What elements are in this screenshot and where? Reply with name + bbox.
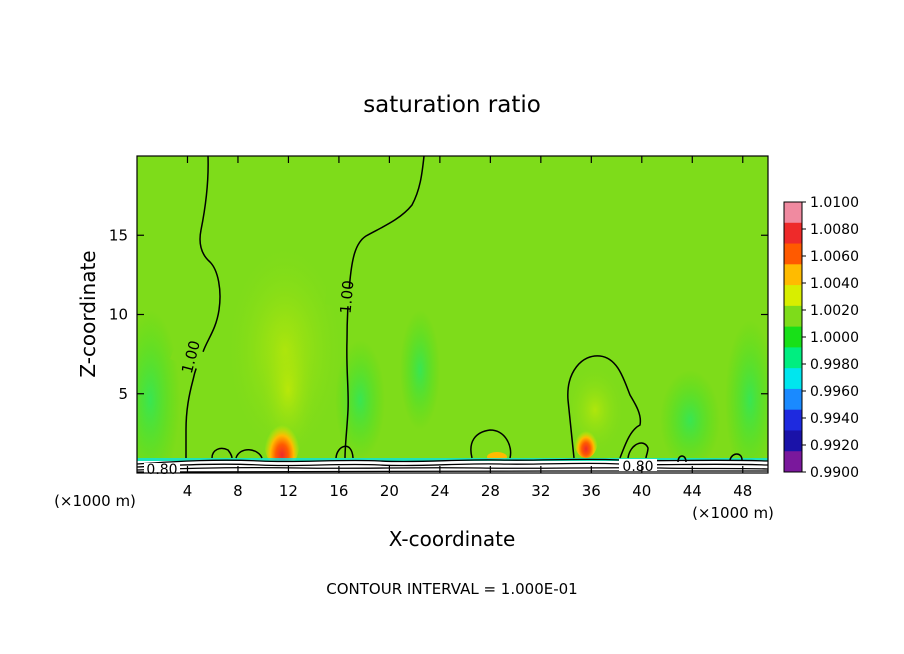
x-unit-left: (×1000 m)	[54, 492, 136, 510]
contour-labels: 1.00 1.00 0.80 0.80	[144, 280, 657, 478]
x-tick-label: 20	[380, 482, 399, 500]
contour-surface-4	[137, 470, 768, 473]
dry-patch-20km	[335, 340, 385, 460]
colorbar-swatch	[784, 285, 802, 307]
colorbar-swatch	[784, 430, 802, 452]
colorbar-swatch	[784, 222, 802, 245]
y-tick-label: 5	[118, 385, 128, 403]
x-tick-label: 12	[279, 482, 298, 500]
dry-patch-left	[137, 310, 180, 473]
x-axis-title: X-coordinate	[389, 527, 516, 551]
colorbar-swatch	[784, 243, 802, 265]
contour-label: 0.80	[146, 462, 177, 478]
contour-1.00-blob-36	[567, 355, 642, 459]
contour-surface-3	[137, 466, 768, 471]
dry-patch-28km	[400, 310, 440, 430]
x-tick-label: 16	[329, 482, 348, 500]
colorbar-swatch	[784, 264, 802, 286]
y-tick-label: 10	[109, 306, 128, 324]
contour-1.00-small-d	[627, 442, 649, 459]
x-tick-label: 28	[481, 482, 500, 500]
colorbar-label: 0.9940	[810, 411, 859, 427]
colorbar-swatch	[784, 451, 802, 473]
colorbar-label: 1.0080	[810, 222, 859, 238]
x-tick-label: 44	[683, 482, 702, 500]
contour-label: 0.80	[622, 459, 653, 475]
colorbar-swatch	[784, 388, 802, 411]
x-tick-label: 36	[582, 482, 601, 500]
colorbar-label: 1.0060	[810, 249, 859, 265]
colorbar-label: 0.9900	[810, 465, 859, 481]
contour-interval-note: CONTOUR INTERVAL = 1.000E-01	[326, 580, 577, 598]
colorbar-swatch	[784, 326, 802, 348]
x-tick-label: 24	[430, 482, 449, 500]
contour-label: 1.00	[337, 280, 358, 315]
contour-1.00-left	[185, 156, 221, 458]
x-axis-ticks: 4 8 12 16 20 24 28 32 36 40 44 48	[183, 156, 752, 500]
colorbar-swatch	[784, 368, 802, 390]
colorbar-label: 1.0040	[810, 276, 859, 292]
dry-patch-48km	[725, 320, 768, 473]
colorbar-label: 1.0020	[810, 303, 859, 319]
x-unit-right: (×1000 m)	[692, 504, 774, 522]
colorbar-swatch	[784, 347, 802, 369]
dry-patch-44km	[660, 370, 720, 470]
colorbar-label: 0.9960	[810, 384, 859, 400]
y-axis-ticks: 5 10 15	[109, 226, 768, 403]
colorbar-label: 1.0100	[810, 195, 859, 211]
colorbar-swatch	[784, 409, 802, 431]
contour-1.00-mid	[344, 156, 425, 459]
colorbar-label: 0.9980	[810, 357, 859, 373]
warm-core-36km	[574, 422, 598, 458]
y-tick-label: 15	[109, 226, 128, 244]
x-tick-label: 40	[632, 482, 651, 500]
chart-title: saturation ratio	[363, 92, 541, 118]
contour-1.00-small-f	[729, 453, 743, 461]
warm-core-12km	[264, 410, 300, 470]
contour-1.00-blob-28	[470, 429, 512, 459]
x-tick-label: 48	[733, 482, 752, 500]
colorbar-swatch	[784, 202, 802, 224]
contour-1.00-small-c	[335, 445, 354, 459]
colorbar-swatch	[784, 305, 802, 328]
contour-1.00-small-b	[235, 449, 263, 459]
colorbar-label: 1.0000	[810, 330, 859, 346]
colorbar-label: 0.9920	[810, 438, 859, 454]
contour-1.00-small-a	[211, 447, 233, 459]
y-axis-title: Z-coordinate	[76, 250, 100, 377]
x-tick-label: 32	[531, 482, 550, 500]
x-tick-label: 8	[233, 482, 243, 500]
x-tick-label: 4	[183, 482, 193, 500]
colorbar: 1.0100 1.0080 1.0060 1.0040 1.0020 1.0000 0.99…	[783, 195, 859, 481]
